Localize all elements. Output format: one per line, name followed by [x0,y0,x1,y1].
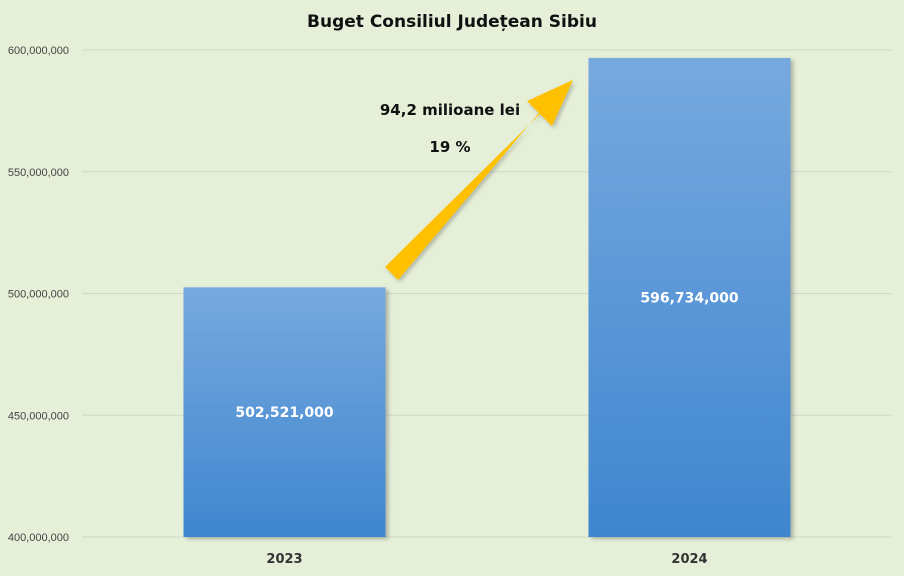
bar-value-label: 502,521,000 [235,405,334,421]
y-tick-label: 550,000,000 [8,167,69,179]
y-tick-label: 400,000,000 [8,532,69,544]
growth-arrow-icon [385,80,573,280]
annotation-percent: 19 % [429,138,470,156]
x-tick-label: 2024 [671,552,707,567]
x-tick-label: 2023 [266,552,302,567]
y-tick-label: 450,000,000 [8,410,69,422]
bar-2023 [183,287,386,537]
bar-value-label: 596,734,000 [640,290,739,306]
y-tick-label: 500,000,000 [8,289,69,301]
chart-title: Buget Consiliul Județean Sibiu [307,12,597,32]
bars: 502,521,000 596,734,000 [183,57,791,538]
x-axis: 2023 2024 [266,552,707,567]
y-axis: 400,000,000 450,000,000 500,000,000 550,000… [8,45,69,544]
y-tick-label: 600,000,000 [8,45,69,57]
bar-2024 [588,57,791,538]
annotation-difference: 94,2 milioane lei [380,101,520,119]
